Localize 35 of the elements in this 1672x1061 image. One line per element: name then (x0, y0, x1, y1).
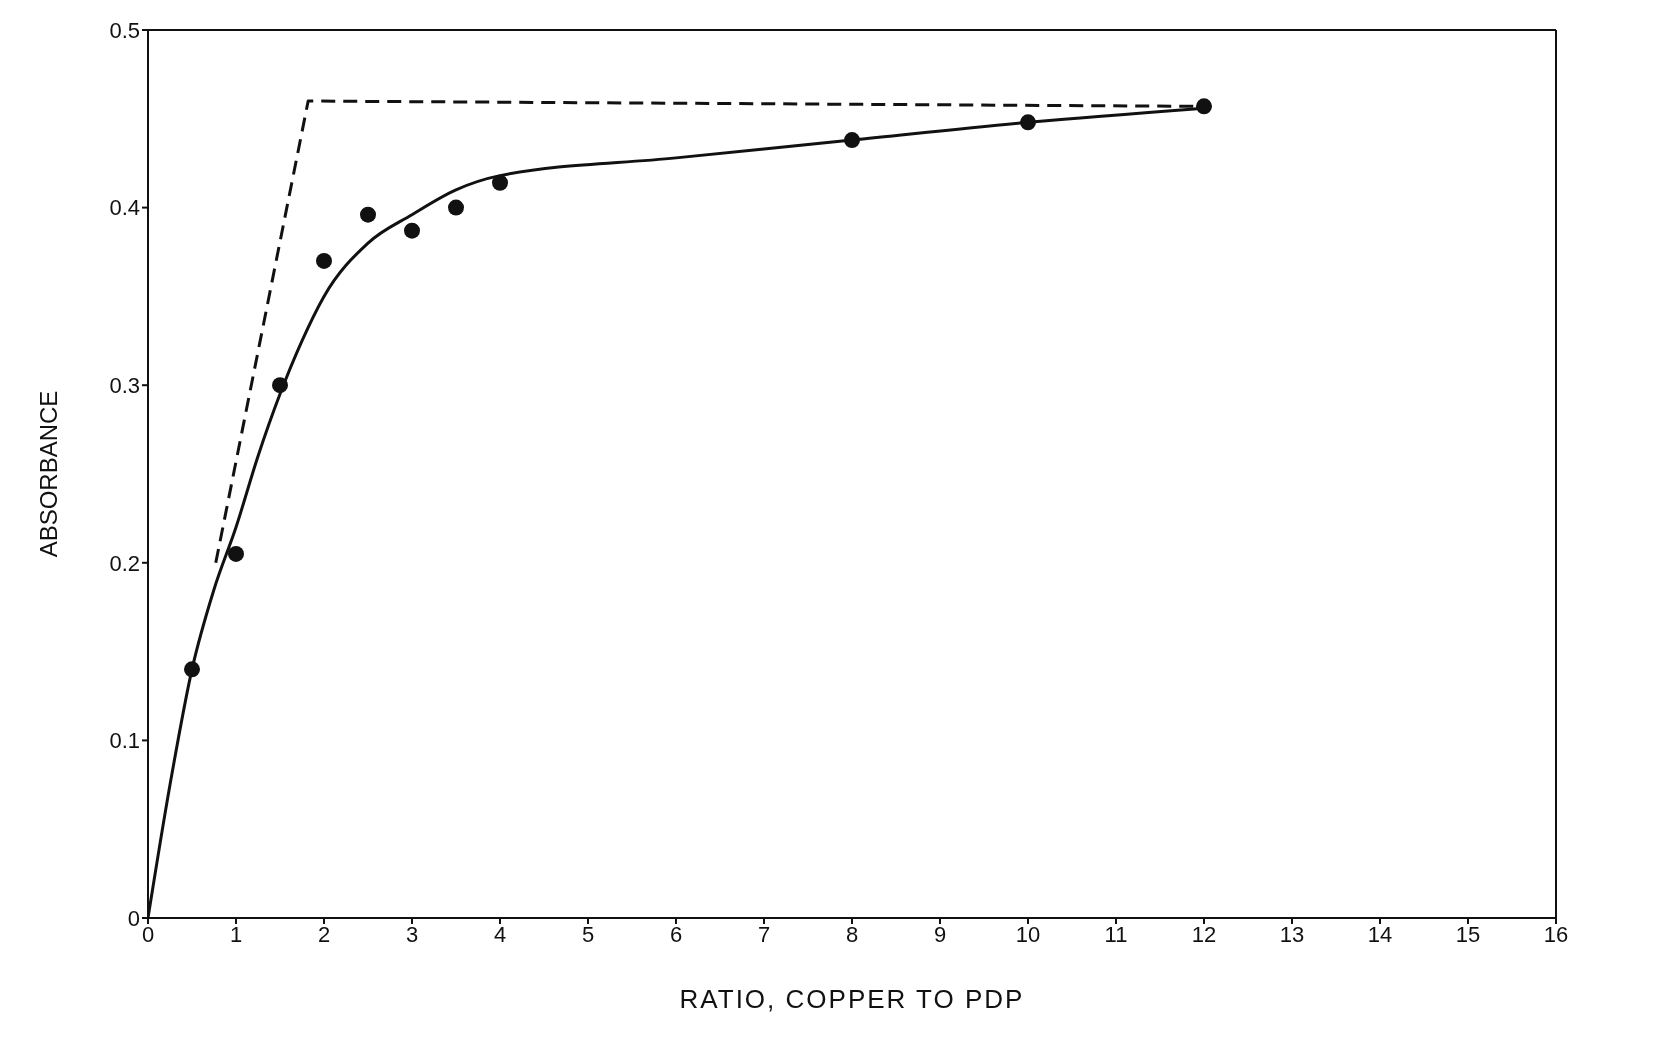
point (184, 661, 200, 678)
x-tick-label: 12 (1191, 921, 1217, 947)
x-tick-label: 4 (493, 921, 507, 947)
x-tick-label: 15 (1455, 921, 1481, 947)
x-tick-label: 8 (845, 921, 859, 947)
x-tick-label: 5 (581, 921, 595, 947)
point (1196, 98, 1212, 115)
y-tick-label: 0.4 (109, 195, 140, 221)
y-tick-label: 0.5 (109, 17, 140, 43)
point (404, 222, 420, 239)
point (844, 132, 860, 149)
y-tick-label: 0.3 (109, 373, 140, 399)
y-tick-label: 0.1 (109, 728, 140, 754)
x-tick-label: 9 (933, 921, 947, 947)
point (228, 545, 244, 562)
x-tick-label: 2 (317, 921, 331, 947)
y-tick-label: 0 (127, 905, 140, 931)
x-axis-title: RATIO, COPPER TO PDP (679, 984, 1025, 1014)
x-tick-label: 16 (1543, 921, 1569, 947)
point (492, 174, 508, 191)
y-tick-label: 0.2 (109, 550, 140, 576)
point (1020, 114, 1036, 131)
x-tick-label: 6 (669, 921, 683, 947)
point (360, 206, 376, 223)
x-tick-label: 10 (1015, 921, 1041, 947)
y-axis-title: ABSORBANCE (34, 390, 62, 558)
x-tick-label: 13 (1279, 921, 1305, 947)
point (272, 377, 288, 394)
point (316, 252, 332, 269)
x-tick-label: 3 (405, 921, 419, 947)
x-tick-label: 14 (1367, 921, 1393, 947)
point (448, 199, 464, 216)
x-tick-label: 11 (1104, 921, 1128, 947)
x-tick-label: 7 (757, 921, 771, 947)
x-tick-label: 1 (229, 921, 243, 947)
